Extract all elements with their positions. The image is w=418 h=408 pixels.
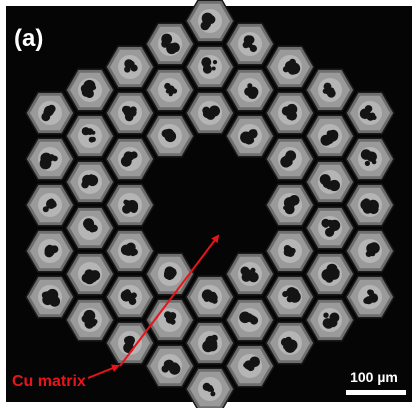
core-void xyxy=(251,129,257,135)
core-void xyxy=(208,341,218,351)
core-void xyxy=(202,289,213,300)
core-void xyxy=(49,199,55,205)
core-void xyxy=(368,246,376,254)
core-void xyxy=(285,250,290,255)
filament-core xyxy=(78,124,102,148)
core-void xyxy=(363,204,373,214)
scale-bar-label: 100 µm xyxy=(350,369,398,385)
core-void xyxy=(210,391,215,396)
core-void xyxy=(368,290,374,296)
micrograph: (a) Cu matrix 100 µm xyxy=(0,0,418,408)
core-void xyxy=(207,68,212,73)
core-void xyxy=(92,86,96,90)
core-void xyxy=(367,152,377,162)
core-void xyxy=(325,274,334,283)
core-void xyxy=(131,292,137,298)
core-void xyxy=(125,152,134,161)
core-void xyxy=(252,360,257,365)
core-void xyxy=(289,69,294,74)
core-void xyxy=(164,83,171,90)
core-void xyxy=(161,34,172,45)
core-void xyxy=(239,312,251,324)
core-void xyxy=(128,247,136,255)
core-void xyxy=(328,185,332,189)
core-void xyxy=(45,112,50,117)
core-void xyxy=(129,297,137,305)
core-void xyxy=(241,267,250,276)
core-void xyxy=(82,87,92,97)
core-void xyxy=(327,130,333,136)
panel-label: (a) xyxy=(14,25,43,52)
core-void xyxy=(131,64,138,71)
core-void xyxy=(212,67,216,71)
core-void xyxy=(202,61,208,67)
core-void xyxy=(166,315,174,323)
core-void xyxy=(122,205,131,214)
core-void xyxy=(360,109,371,120)
core-void xyxy=(170,43,180,53)
core-void xyxy=(365,161,370,166)
core-void xyxy=(167,270,173,276)
core-void xyxy=(52,156,58,162)
core-void xyxy=(202,13,214,25)
core-void xyxy=(128,108,136,116)
core-void xyxy=(87,175,98,186)
core-void xyxy=(286,112,293,119)
core-void xyxy=(289,59,296,66)
scale-bar xyxy=(346,390,406,395)
core-void xyxy=(90,225,97,232)
core-void xyxy=(213,60,217,64)
core-void xyxy=(247,43,252,48)
core-void xyxy=(286,287,297,298)
core-void xyxy=(210,113,214,117)
core-void xyxy=(281,338,289,346)
core-void xyxy=(48,105,56,113)
core-void xyxy=(92,319,97,324)
core-void xyxy=(124,66,130,72)
core-void xyxy=(323,313,328,318)
annotation: Cu matrix xyxy=(12,373,86,390)
core-void xyxy=(90,270,101,281)
core-void xyxy=(283,155,290,162)
core-void xyxy=(325,135,334,144)
core-void xyxy=(325,89,330,94)
core-void xyxy=(203,383,211,391)
page: {"panel_label": "(a)", "annotation": "Cu… xyxy=(0,0,418,408)
core-void xyxy=(164,360,174,370)
core-void xyxy=(327,220,334,227)
core-void xyxy=(248,89,258,99)
core-void xyxy=(129,341,134,346)
core-void xyxy=(364,297,370,303)
core-void xyxy=(124,289,131,296)
core-void xyxy=(47,289,59,301)
core-void xyxy=(170,90,174,94)
core-void xyxy=(164,129,175,140)
core-void xyxy=(87,128,94,135)
core-void xyxy=(91,137,96,142)
core-void xyxy=(45,251,50,256)
core-void xyxy=(289,198,296,205)
core-void xyxy=(82,315,90,323)
core-void xyxy=(283,66,289,72)
core-void xyxy=(323,318,333,328)
